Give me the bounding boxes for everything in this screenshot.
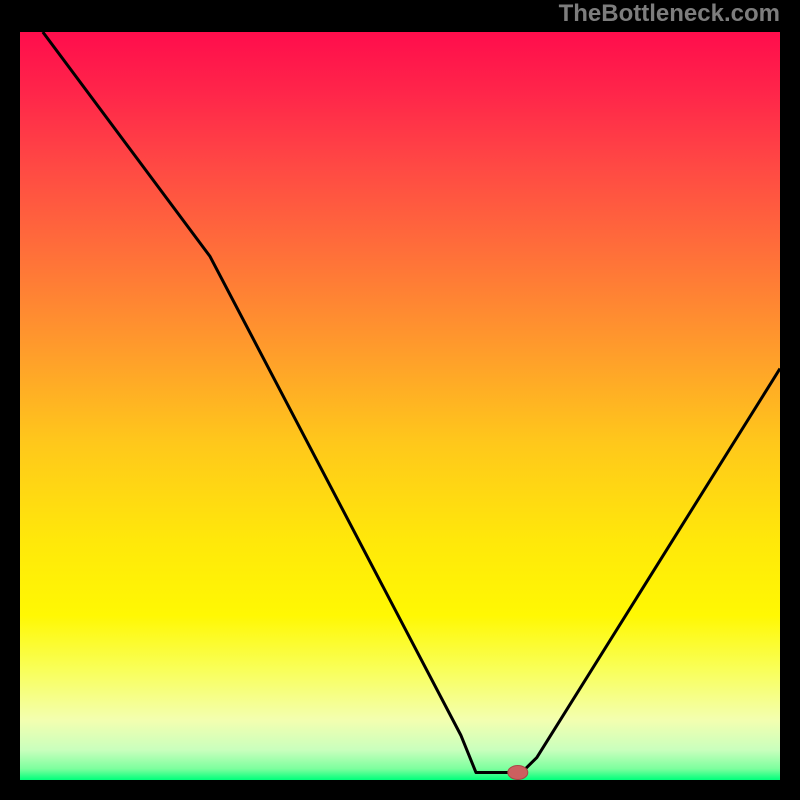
- chart-canvas: [20, 32, 780, 780]
- watermark-text: TheBottleneck.com: [559, 0, 780, 28]
- optimal-marker: [508, 766, 528, 780]
- bottleneck-chart: [20, 32, 780, 780]
- gradient-background: [20, 32, 780, 780]
